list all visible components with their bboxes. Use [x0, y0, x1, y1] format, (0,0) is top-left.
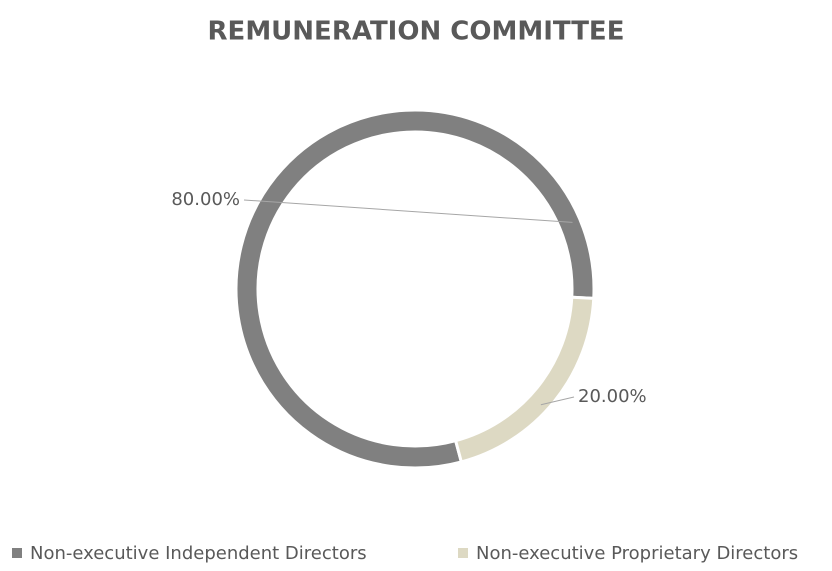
- donut-segment: [453, 295, 596, 464]
- legend-swatch: [458, 548, 468, 558]
- leader-line: [540, 396, 575, 406]
- data-label: 80.00%: [171, 189, 240, 210]
- legend-label: Non-executive Independent Directors: [30, 543, 367, 564]
- chart-title: REMUNERATION COMMITTEE: [208, 17, 625, 47]
- leader-line: [243, 199, 573, 223]
- legend-swatch: [12, 548, 22, 558]
- legend-label: Non-executive Proprietary Directors: [476, 543, 798, 564]
- data-label: 20.00%: [578, 386, 647, 407]
- donut-segment: [234, 108, 596, 470]
